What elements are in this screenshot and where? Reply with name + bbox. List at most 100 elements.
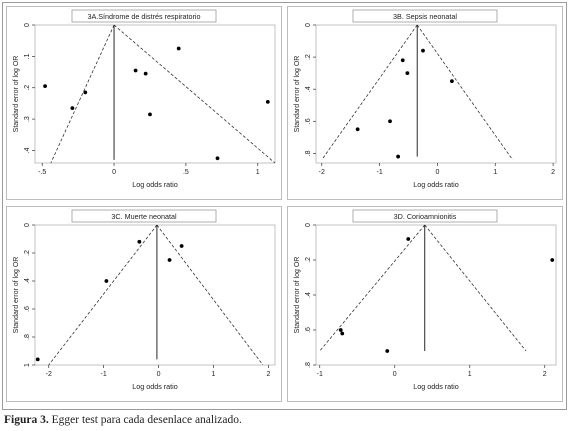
y-tick-label: .1 [24,53,31,59]
data-point [143,71,148,76]
data-point [340,331,345,336]
funnel-right-line [416,24,513,161]
x-tick-label: .5 [183,169,189,176]
x-tick-label: 1 [256,169,260,176]
data-point [421,48,425,53]
y-tick-label: .8 [305,150,312,156]
funnel-left-line [319,224,426,352]
data-point [70,106,75,111]
data-point [35,357,40,362]
x-tick-label: 0 [393,371,397,378]
funnel-plot-3a: 3A.Síndrome de distrés respiratorio 0 .1 .2… [6,6,282,200]
x-tick-label: -.5 [38,169,46,176]
caption-label: Figura 3. [4,414,49,426]
y-tick-label: .4 [24,147,31,153]
x-tick-label: -2 [46,371,52,378]
funnel-plot-3d: 3D. Corioamnionitis 0 .2 .4 .6 .8 -1 0 1 2 Log odd… [287,206,563,402]
y-tick-label: .8 [24,334,31,340]
funnel-right-line [113,24,276,164]
y-tick-label: 0 [24,223,31,227]
y-tick-label: 0 [305,223,312,227]
title-box [71,209,217,223]
funnel-left-line [50,24,115,164]
data-point [133,68,138,73]
y-axis-label: Standard error of log OR [13,56,20,133]
data-point [265,99,270,104]
data-point [104,279,109,283]
funnel-plot-3b: 3B. Sepsis neonatal 0 .2 .4 .6 .8 -2 -1 0 1 2 Log o… [287,6,563,200]
x-tick-label: -1 [317,371,323,378]
y-axis-label: Standard error of log OR [294,56,301,133]
title-box [352,9,498,23]
data-point [550,258,555,262]
funnel-plot-3c: 3C. Muerte neonatal 0 .2 .4 .6 .8 1 -2 -1 0 1 2 Log … [6,206,282,402]
data-point [176,46,181,51]
y-tick-label: .8 [305,362,312,368]
data-point [83,90,88,95]
funnel-right-line [424,224,527,352]
y-tick-label: .6 [305,118,312,124]
chart-svg-3a: 3A.Síndrome de distrés respiratorio 0 .1 .2… [13,9,276,189]
plot-area [315,224,557,366]
x-tick-label: -1 [101,371,107,378]
y-tick-label: .2 [305,54,312,60]
x-tick-label: -1 [376,169,382,176]
plot-area [34,224,276,366]
x-axis-label: Log odds ratio [413,180,459,189]
data-point [388,119,392,124]
caption-text: Egger test para cada desenlace analizado… [48,414,242,426]
x-tick-label: 1 [468,371,472,378]
x-axis-label: Log odds ratio [132,382,178,391]
y-tick-label: .2 [24,250,31,256]
data-point [396,154,401,159]
x-tick-label: 1 [493,169,497,176]
data-point [400,58,405,63]
x-tick-label: 0 [435,169,439,176]
y-tick-label: .2 [24,85,31,91]
title-box [352,209,498,223]
data-point [43,84,47,89]
x-tick-label: 0 [157,371,161,378]
data-point [137,239,142,244]
data-point [215,156,220,161]
x-axis-label: Log odds ratio [132,180,178,189]
x-tick-label: 0 [112,169,116,176]
data-point [450,79,454,84]
funnel-left-line [321,24,418,161]
y-tick-label: .6 [305,327,312,333]
y-axis-label: Standard error of log OR [294,257,301,334]
chart-svg-3b: 3B. Sepsis neonatal 0 .2 .4 .6 .8 -2 -1 0 1 2 Log o… [294,9,557,189]
x-tick-label: 2 [551,169,555,176]
chart-svg-3c: 3C. Muerte neonatal 0 .2 .4 .6 .8 1 -2 -1 0 1 2 Log … [13,209,276,391]
plot-area [315,24,557,164]
y-tick-label: .6 [24,306,31,312]
y-tick-label: .2 [305,257,312,263]
data-point [405,71,410,76]
figure-caption: Figura 3. Egger test para cada desenlace… [4,414,242,426]
chart-title: 3B. Sepsis neonatal [393,12,457,21]
funnel-right-line [156,224,264,366]
x-tick-label: -2 [319,169,325,176]
chart-title: 3D. Corioamnionitis [394,212,457,221]
data-point [148,112,152,117]
chart-svg-3d: 3D. Corioamnionitis 0 .2 .4 .6 .8 -1 0 1 2 Log odd… [294,209,557,391]
x-tick-label: 2 [543,371,547,378]
y-tick-label: .4 [24,278,31,284]
title-box [71,9,217,23]
chart-title: 3A.Síndrome de distrés respiratorio [87,12,200,21]
data-point [167,258,172,262]
data-point [406,237,411,241]
y-tick-label: 0 [24,23,31,27]
x-axis-label: Log odds ratio [413,382,459,391]
x-tick-label: 2 [266,371,270,378]
y-tick-label: .4 [305,86,312,92]
chart-title: 3C. Muerte neonatal [111,212,177,221]
y-tick-label: 0 [305,23,312,27]
y-tick-label: 1 [24,363,31,367]
funnel-left-line [48,224,158,366]
y-tick-label: .4 [305,292,312,298]
y-axis-label: Standard error of log OR [13,257,20,334]
x-tick-label: 1 [212,371,216,378]
data-point [385,349,390,353]
y-tick-label: .3 [24,116,31,122]
